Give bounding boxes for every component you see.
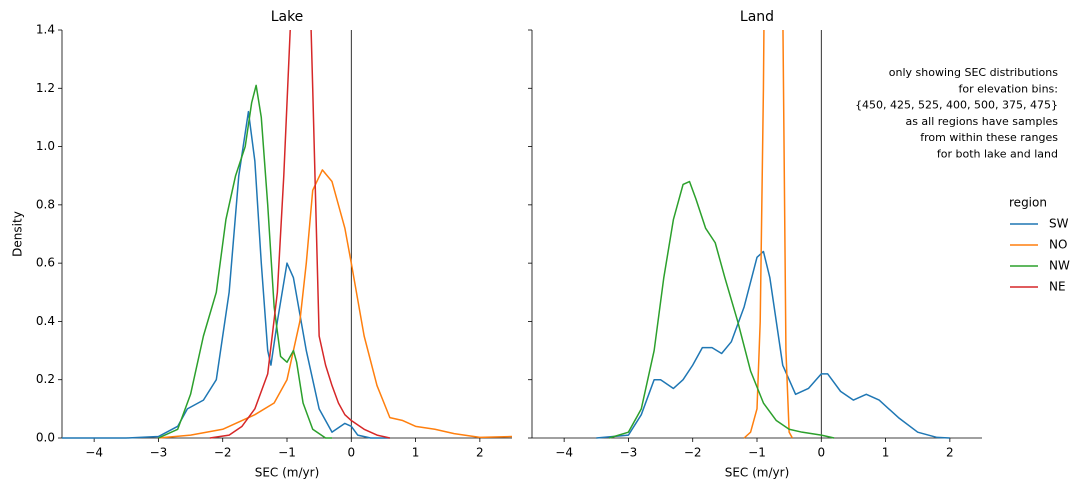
annotation: as all regions have samples <box>905 115 1058 128</box>
x-tick-label: −3 <box>620 446 638 460</box>
y-tick-label: 1.4 <box>36 23 55 37</box>
x-tick-label: −1 <box>748 446 766 460</box>
legend-label: NO <box>1049 238 1067 252</box>
panel-title: Lake <box>271 9 304 25</box>
x-axis-label: SEC (m/yr) <box>725 466 790 480</box>
x-tick-label: 2 <box>476 446 484 460</box>
legend-label: NE <box>1049 280 1066 294</box>
y-tick-label: 0.8 <box>36 197 55 211</box>
density-line <box>743 30 794 439</box>
x-tick-label: −3 <box>150 446 168 460</box>
x-tick-label: 0 <box>347 446 355 460</box>
density-line <box>158 84 332 439</box>
y-tick-label: 1.2 <box>36 81 55 95</box>
x-tick-label: 1 <box>412 446 420 460</box>
x-tick-label: −4 <box>85 446 103 460</box>
x-tick-label: −2 <box>684 446 702 460</box>
density-line <box>62 110 390 439</box>
legend-label: SW <box>1049 217 1069 231</box>
density-line <box>596 250 950 439</box>
x-tick-label: −1 <box>278 446 296 460</box>
y-tick-label: 0.6 <box>36 256 55 270</box>
x-tick-label: 0 <box>817 446 825 460</box>
panel-title: Land <box>740 9 774 25</box>
y-tick-label: 1.0 <box>36 139 55 153</box>
x-axis-label: SEC (m/yr) <box>255 466 320 480</box>
annotation: for both lake and land <box>937 148 1058 161</box>
annotation: for elevation bins: <box>959 82 1058 95</box>
legend-title: region <box>1009 196 1047 210</box>
y-axis-label: Density <box>11 211 25 257</box>
y-tick-label: 0.4 <box>36 314 55 328</box>
legend-label: NW <box>1049 259 1070 273</box>
annotation: from within these ranges <box>920 131 1058 144</box>
y-tick-label: 0.0 <box>36 431 55 445</box>
x-tick-label: −2 <box>214 446 232 460</box>
x-tick-label: 2 <box>946 446 954 460</box>
y-tick-label: 0.2 <box>36 372 55 386</box>
annotation: only showing SEC distributions <box>889 66 1058 79</box>
x-tick-label: −4 <box>555 446 573 460</box>
density-line <box>209 30 391 439</box>
x-tick-label: 1 <box>882 446 890 460</box>
density-line <box>608 180 835 439</box>
density-line <box>158 169 512 439</box>
annotation: {450, 425, 525, 400, 500, 375, 475} <box>855 99 1058 112</box>
